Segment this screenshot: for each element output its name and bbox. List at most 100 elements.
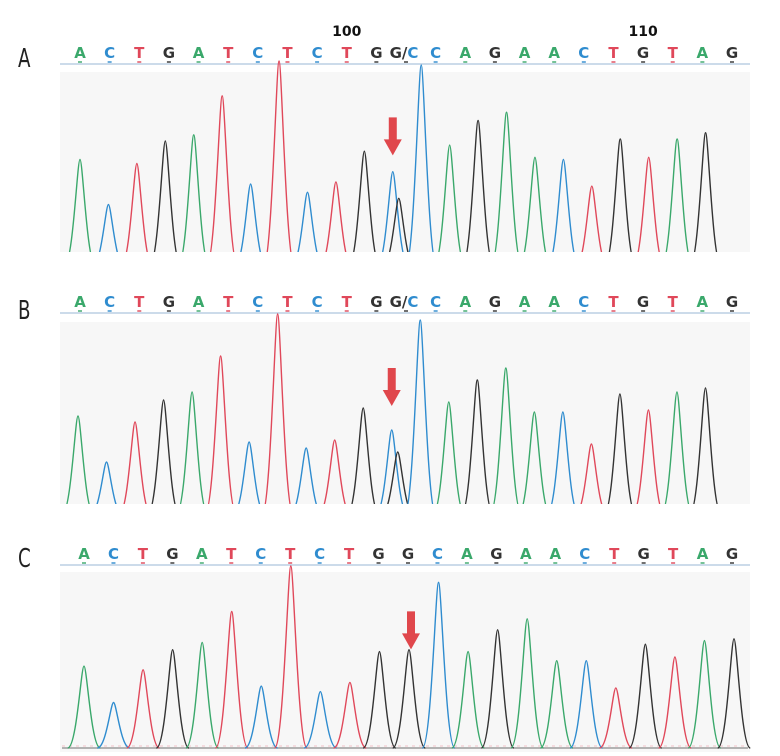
base-call: A [697, 44, 709, 62]
plot-background [60, 322, 750, 504]
plot-background [60, 72, 750, 252]
peak-A [522, 411, 547, 504]
base-call: C [312, 44, 323, 62]
quality-tick [78, 310, 82, 312]
peak-A [510, 618, 545, 749]
base-call: A [459, 293, 471, 311]
quality-tick [730, 562, 734, 564]
peaks [66, 313, 718, 504]
base-call: T [609, 545, 620, 563]
quality-tick [140, 562, 145, 564]
peak-A [451, 650, 486, 749]
quality-tick [730, 61, 734, 63]
peak-T [599, 687, 633, 749]
quality-tick [700, 562, 705, 564]
quality-tick [581, 61, 586, 63]
quality-tick [433, 61, 438, 63]
peak-C [381, 170, 404, 252]
base-call: T [282, 293, 293, 311]
base-call: A [459, 44, 471, 62]
quality-tick [107, 310, 112, 312]
base-call: T [138, 545, 149, 563]
base-call: T [668, 44, 679, 62]
base-call: C [430, 293, 441, 311]
peak-A [539, 659, 574, 749]
base-call: T [134, 44, 145, 62]
quality-tick [464, 562, 469, 564]
chromatogram-b-svg: A C T G A T C T C T G G/C C A G A A C T G T A G [60, 293, 750, 504]
peak-C [569, 659, 604, 749]
base-call: C [104, 44, 115, 62]
peak-T [266, 60, 292, 252]
base-call: G [372, 545, 384, 563]
peak-T [323, 439, 346, 504]
base-call: T [223, 293, 234, 311]
quality-tick [522, 310, 527, 312]
base-call: T [226, 545, 237, 563]
base-call-row: A C T G A T C T C T G G/C C A G A A C T G T A G [74, 44, 738, 63]
peak-G [693, 387, 718, 504]
quality-tick [494, 562, 499, 564]
peak-C [421, 581, 456, 749]
quality-tick [406, 562, 410, 564]
quality-tick [285, 310, 290, 312]
quality-tick [285, 61, 290, 63]
base-call: G [489, 44, 501, 62]
base-call: A [549, 545, 561, 563]
quality-tick [258, 562, 263, 564]
base-call: C [255, 545, 266, 563]
peak-T [580, 443, 603, 504]
base-call: T [342, 293, 353, 311]
quality-tick [671, 562, 676, 564]
peak-A [664, 391, 690, 504]
quality-tick [522, 61, 527, 63]
peak-G [153, 140, 177, 252]
peak-G [717, 638, 751, 749]
base-call: A [519, 293, 531, 311]
base-call: T [608, 44, 619, 62]
base-call: A [196, 545, 208, 563]
base-call: A [74, 293, 86, 311]
peak-G [608, 138, 632, 252]
peak-C [244, 685, 279, 749]
peak-A [494, 111, 519, 252]
base-call: T [134, 293, 145, 311]
quality-tick [552, 61, 557, 63]
base-call: A [697, 545, 709, 563]
quality-tick [347, 562, 352, 564]
peak-G [464, 379, 490, 504]
quality-tick [196, 310, 201, 312]
quality-tick [137, 61, 142, 63]
quality-tick [170, 562, 175, 564]
peak-C [240, 183, 262, 252]
peak-C [295, 447, 318, 504]
base-call: G [637, 293, 649, 311]
position-label: 110 [628, 24, 657, 40]
peak-C [238, 441, 261, 504]
peak-T [264, 313, 291, 504]
quality-tick [433, 310, 438, 312]
peak-G [693, 132, 718, 252]
quality-tick [374, 310, 379, 312]
peak-A [436, 401, 461, 504]
quality-tick [552, 310, 557, 312]
quality-tick [670, 61, 675, 63]
peak-G [480, 628, 515, 749]
base-call: G [489, 293, 501, 311]
quality-tick [315, 310, 320, 312]
quality-tick [255, 310, 260, 312]
peaks [68, 60, 718, 252]
quality-tick [137, 310, 142, 312]
base-call: C [430, 44, 441, 62]
base-call: G/C [390, 44, 419, 62]
quality-tick [376, 562, 381, 564]
base-call: C [578, 44, 589, 62]
base-call: A [520, 545, 532, 563]
quality-tick [435, 562, 440, 564]
peak-C [550, 411, 575, 504]
base-call: G [637, 44, 649, 62]
quality-tick [611, 310, 616, 312]
quality-tick [317, 562, 322, 564]
quality-tick [582, 562, 587, 564]
variant-arrow [383, 117, 402, 156]
